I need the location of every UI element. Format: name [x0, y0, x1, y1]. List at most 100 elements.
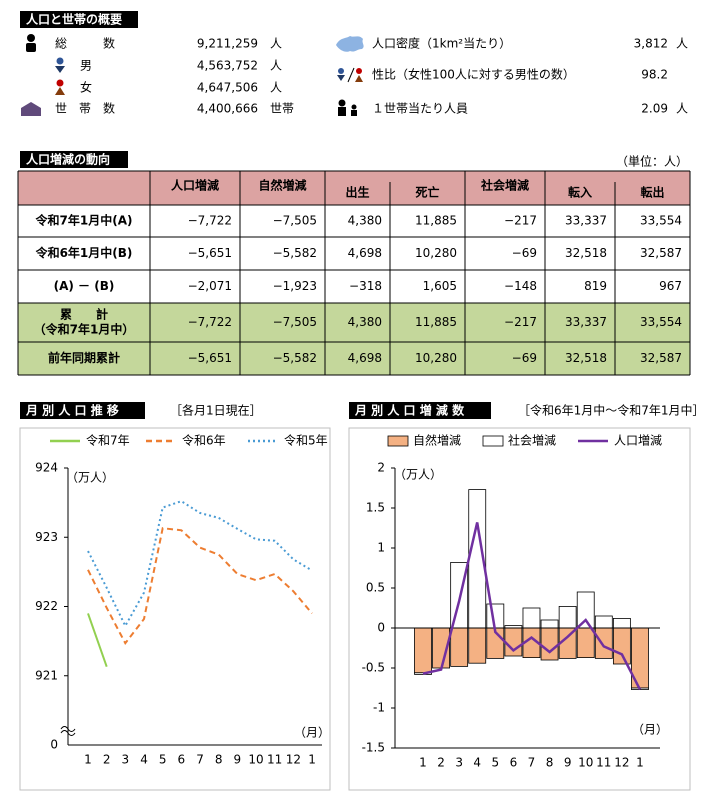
x-tick-label: 3 — [122, 753, 130, 767]
column-header: 転入 — [568, 185, 592, 200]
chart-frame — [348, 427, 691, 791]
unit-note: （単位：人） — [616, 154, 688, 169]
cell: −1,923 — [273, 279, 317, 293]
cell: −2,071 — [188, 279, 232, 293]
summary-label: 性比（女性100人に対する男性の数） — [372, 67, 575, 82]
column-header: 自然増減 — [258, 178, 306, 193]
y-tick-label: -1 — [373, 701, 385, 715]
y-tick-label: 1.5 — [366, 501, 385, 515]
chart-title-box — [20, 402, 145, 419]
x-tick-label: 9 — [234, 753, 242, 767]
summary-unit: 世帯 — [270, 102, 294, 116]
summary-unit: 人 — [676, 37, 688, 51]
cell: −7,505 — [273, 214, 317, 228]
y-tick-label: 922 — [35, 599, 58, 613]
section-header-box — [20, 11, 138, 28]
section-header-box — [20, 151, 128, 168]
x-tick-label: 1 — [419, 756, 427, 770]
cell: −7,722 — [188, 214, 232, 228]
cell: 11,885 — [415, 214, 457, 228]
summary-label: 人口密度（1km²当たり） — [372, 36, 511, 51]
cell: −148 — [504, 279, 537, 293]
bar — [558, 606, 577, 629]
summary-value: 98.2 — [641, 68, 668, 82]
row-highlight — [18, 303, 690, 342]
icon-sex-ratio — [337, 67, 363, 83]
cell: −5,651 — [188, 351, 232, 365]
x-tick-label: 7 — [196, 753, 204, 767]
cell: 33,554 — [640, 315, 682, 329]
cell: −7,505 — [273, 315, 317, 329]
cell: 32,518 — [565, 351, 607, 365]
cell: 4,698 — [348, 246, 382, 260]
summary-value: 4,647,506 — [197, 81, 258, 95]
cell: 4,698 — [348, 351, 382, 365]
summary-label: 男 — [80, 59, 92, 73]
y-tick-label: 923 — [35, 530, 58, 544]
column-header: 人口増減 — [171, 178, 219, 193]
summary-unit: 人 — [676, 102, 688, 116]
y-tick-label: 0.5 — [366, 581, 385, 595]
cell: −217 — [504, 214, 537, 228]
legend-label: 自然増減 — [413, 433, 461, 448]
bar — [576, 627, 595, 659]
cell: −5,582 — [273, 351, 317, 365]
row-label: （令和7年1月中） — [34, 322, 135, 337]
y-axis-label: （万人） — [66, 471, 114, 485]
x-tick-label: 6 — [510, 756, 518, 770]
cell: 32,518 — [565, 246, 607, 260]
bar — [522, 607, 541, 629]
x-tick-label: 1 — [636, 756, 644, 770]
y-tick-label: 921 — [35, 668, 58, 682]
legend-label: 令和6年 — [182, 433, 226, 448]
summary-label: 女 — [80, 80, 92, 95]
y-tick-label: -1.5 — [362, 741, 385, 755]
legend-label: 令和5年 — [284, 433, 328, 448]
x-tick-label: 9 — [564, 756, 572, 770]
cell: −318 — [349, 279, 382, 293]
chart-title-box — [349, 402, 491, 419]
cell: −217 — [504, 315, 537, 329]
y-tick-label: 2 — [377, 461, 385, 475]
row-label: 前年同期累計 — [48, 350, 120, 365]
icon-house — [21, 102, 41, 116]
column-header: 出生 — [345, 185, 369, 200]
icon-map — [336, 36, 364, 52]
section-title: 人口増減の動向 — [26, 152, 110, 167]
summary-value: 3,812 — [634, 37, 668, 51]
x-tick-label: 1 — [308, 753, 316, 767]
summary-value: 2.09 — [641, 102, 668, 116]
x-tick-label: 12 — [286, 753, 301, 767]
bar — [468, 627, 487, 664]
bar — [594, 627, 613, 659]
summary-label: １世帯当たり人員 — [372, 102, 468, 116]
line-series — [87, 500, 313, 629]
cell: 819 — [584, 279, 607, 293]
x-tick-label: 7 — [528, 756, 536, 770]
x-tick-label: 4 — [140, 753, 148, 767]
summary-label: 総 数 — [55, 36, 115, 51]
summary-unit: 人 — [270, 81, 282, 95]
x-tick-label: 5 — [159, 753, 167, 767]
chart-title: 月 別 人 口 増 減 数 — [354, 403, 465, 418]
x-tick-label: 8 — [546, 756, 554, 770]
summary-value: 9,211,259 — [197, 37, 258, 51]
cell: −5,651 — [188, 246, 232, 260]
cell: −69 — [512, 246, 537, 260]
bar — [612, 618, 631, 629]
row-label: 令和6年1月中(B) — [35, 245, 133, 260]
cell: 33,554 — [640, 214, 682, 228]
x-tick-label: 11 — [267, 753, 282, 767]
cell: 32,587 — [640, 246, 682, 260]
row-label: 累 計 — [60, 307, 108, 322]
summary-value: 4,563,752 — [197, 59, 258, 73]
x-tick-label: 3 — [455, 756, 463, 770]
x-tick-label: 1 — [84, 753, 92, 767]
legend-swatch — [482, 435, 504, 447]
summary-unit: 人 — [270, 37, 282, 51]
line-series — [87, 613, 108, 668]
line-series — [87, 527, 313, 646]
summary-unit: 人 — [270, 59, 282, 73]
bar — [486, 603, 505, 629]
